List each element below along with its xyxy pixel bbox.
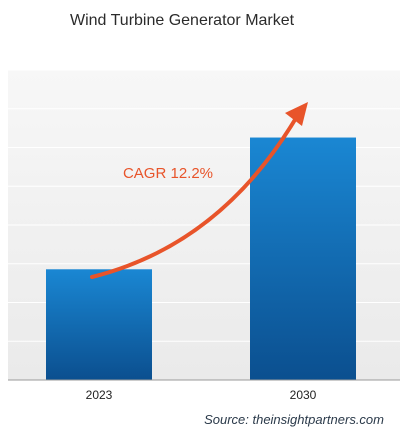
cagr-arrow <box>90 116 298 279</box>
cagr-annotation: CAGR 12.2% <box>123 165 213 182</box>
source-note: Source: theinsightpartners.com <box>204 412 384 427</box>
chart-title: Wind Turbine Generator Market <box>70 12 295 29</box>
x-tick-label-2023: 2023 <box>86 388 113 402</box>
bar-2030 <box>250 137 356 380</box>
bar-2023 <box>46 269 152 380</box>
cagr-arrowhead <box>285 102 308 126</box>
x-tick-label-2030: 2030 <box>290 388 317 402</box>
